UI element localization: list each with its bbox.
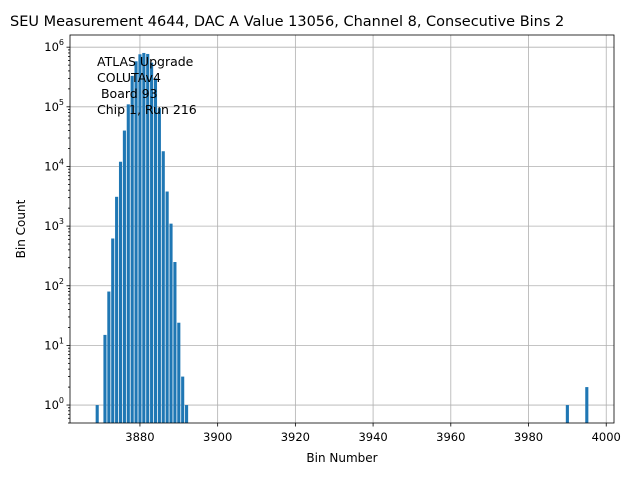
bar [111, 238, 115, 423]
x-tick-label: 3900 [203, 430, 232, 444]
bar [585, 387, 589, 423]
y-tick-label: 106 [44, 38, 64, 54]
bar [146, 53, 150, 423]
bar [103, 334, 107, 423]
bar [122, 130, 126, 424]
bar [181, 376, 185, 423]
bar [173, 262, 177, 423]
bar [161, 151, 165, 424]
y-tick-label: 100 [44, 396, 64, 412]
annotation-line-4: Chip 1, Run 216 [97, 102, 197, 117]
bar [107, 291, 111, 423]
bar [165, 191, 169, 423]
x-tick-label: 3880 [125, 430, 154, 444]
x-tick-label: 4000 [592, 430, 621, 444]
y-tick-label: 102 [44, 277, 64, 293]
y-axis-label: Bin Count [14, 199, 28, 258]
annotation-line-3: Board 93 [97, 86, 158, 101]
bar [130, 75, 134, 423]
bar [134, 61, 138, 423]
x-axis-label: Bin Number [306, 451, 377, 465]
x-tick-label: 3960 [436, 430, 465, 444]
bar [138, 54, 142, 423]
y-tick-label: 105 [44, 98, 64, 114]
x-axis-ticks: 3880 3900 3920 3940 3960 3980 4000 [125, 423, 621, 444]
bar [153, 78, 158, 424]
y-tick-label: 101 [44, 336, 64, 352]
bar [150, 62, 154, 423]
y-tick-label: 104 [44, 157, 64, 173]
x-tick-label: 3980 [514, 430, 543, 444]
y-axis-ticks: 100 101 102 103 104 105 106 [44, 38, 70, 424]
bars [95, 52, 589, 424]
annotation-line-2: COLUTAv4 [97, 70, 161, 85]
bar [115, 196, 119, 423]
bar [118, 161, 123, 424]
bar [169, 223, 173, 423]
bar [185, 405, 189, 423]
bar [126, 104, 130, 423]
chart-title: SEU Measurement 4644, DAC A Value 13056,… [10, 14, 564, 30]
bar [142, 52, 146, 423]
bar [95, 405, 99, 423]
x-tick-label: 3940 [358, 430, 387, 444]
bar [157, 108, 161, 424]
y-tick-label: 103 [44, 217, 64, 233]
x-tick-label: 3920 [281, 430, 310, 444]
annotation-line-1: ATLAS Upgrade [97, 54, 194, 69]
bar [565, 405, 569, 423]
bar [177, 322, 181, 423]
